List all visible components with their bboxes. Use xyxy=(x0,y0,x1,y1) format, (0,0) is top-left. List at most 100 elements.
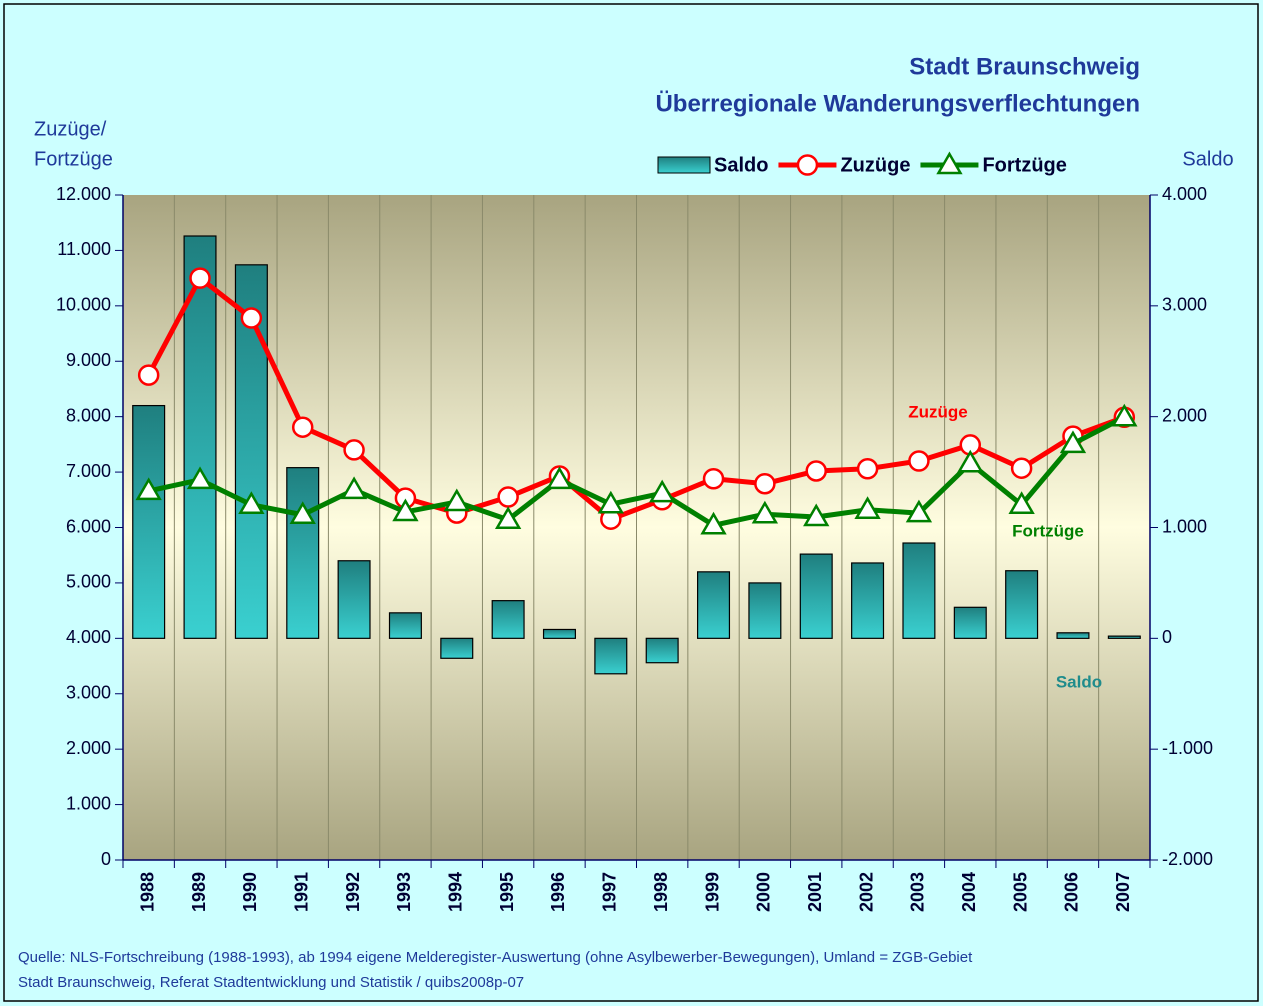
x-tick-label: 2006 xyxy=(1062,872,1082,912)
y-tick-label: 4.000 xyxy=(66,627,111,647)
marker xyxy=(702,467,725,490)
x-tick-label: 2002 xyxy=(856,872,876,912)
bar xyxy=(132,404,166,639)
y-tick-label: 9.000 xyxy=(66,350,111,370)
chart-subtitle: Überregionale Wanderungsverflechtungen xyxy=(655,90,1140,117)
y-tick-label: 1.000 xyxy=(66,793,111,813)
marker xyxy=(597,490,624,514)
marker xyxy=(856,458,879,480)
bar xyxy=(594,637,628,675)
marker xyxy=(905,499,933,523)
y-tick-label: 0 xyxy=(101,849,111,869)
legend-swatch xyxy=(657,156,711,174)
marker xyxy=(1059,430,1087,454)
source-note: Stadt Braunschweig, Referat Stadtentwick… xyxy=(18,974,524,991)
marker xyxy=(238,491,265,515)
marker xyxy=(189,267,211,289)
y-axis-title: Zuzüge/ xyxy=(34,118,107,140)
x-tick-label: 2000 xyxy=(754,872,774,912)
legend-label: Zuzüge xyxy=(840,154,910,176)
marker xyxy=(700,511,727,535)
bar xyxy=(1005,570,1039,639)
bar xyxy=(645,637,679,664)
marker xyxy=(1010,457,1033,479)
marker xyxy=(291,416,314,438)
legend-marker xyxy=(796,154,819,176)
x-tick-label: 1995 xyxy=(497,872,517,912)
y-tick-label: 12.000 xyxy=(56,184,111,204)
y2-tick-label: -2.000 xyxy=(1162,849,1213,869)
y-tick-label: 8.000 xyxy=(66,405,111,425)
y-tick-label: 5.000 xyxy=(66,572,111,592)
chart-title: Stadt Braunschweig xyxy=(909,53,1140,80)
y2-tick-label: 2.000 xyxy=(1162,405,1207,425)
x-tick-label: 2007 xyxy=(1113,872,1133,912)
bar xyxy=(1056,632,1090,639)
y-tick-label: 6.000 xyxy=(66,516,111,536)
x-tick-label: 1999 xyxy=(702,872,722,912)
annotation: Fortzüge xyxy=(1012,521,1084,540)
source-note: Quelle: NLS-Fortschreibung (1988-1993), … xyxy=(18,949,973,966)
bar xyxy=(388,612,422,639)
y2-tick-label: 3.000 xyxy=(1162,295,1207,315)
x-tick-label: 1992 xyxy=(343,872,363,912)
marker xyxy=(186,466,214,490)
x-tick-label: 1991 xyxy=(291,872,311,912)
bar xyxy=(748,582,782,639)
legend-label: Fortzüge xyxy=(982,154,1066,176)
bar xyxy=(799,553,833,639)
marker xyxy=(392,498,419,522)
y2-tick-label: 0 xyxy=(1162,627,1172,647)
x-tick-label: 1997 xyxy=(600,872,620,912)
marker xyxy=(289,501,316,525)
x-tick-label: 1990 xyxy=(240,872,260,912)
x-tick-label: 2001 xyxy=(805,872,825,912)
marker xyxy=(240,307,263,329)
bar xyxy=(337,560,371,639)
marker xyxy=(805,460,827,482)
marker xyxy=(443,488,470,512)
x-tick-label: 2003 xyxy=(908,872,928,912)
y-axis-title: Fortzüge xyxy=(34,148,113,170)
marker xyxy=(649,479,676,503)
x-tick-label: 1994 xyxy=(446,872,466,912)
marker xyxy=(135,477,162,501)
bar xyxy=(953,606,987,639)
y2-tick-label: 4.000 xyxy=(1162,184,1207,204)
x-tick-label: 1988 xyxy=(137,872,157,912)
y-tick-label: 10.000 xyxy=(56,295,111,315)
marker xyxy=(803,503,830,527)
marker xyxy=(546,466,573,490)
marker xyxy=(1008,491,1035,515)
bar xyxy=(542,628,576,639)
bar xyxy=(697,571,731,639)
marker xyxy=(751,500,779,524)
y2-axis-title: Saldo xyxy=(1182,148,1233,170)
y2-tick-label: -1.000 xyxy=(1162,738,1213,758)
bar xyxy=(286,467,320,639)
y-tick-label: 11.000 xyxy=(57,239,111,259)
annotation: Saldo xyxy=(1056,672,1102,691)
bar xyxy=(440,637,474,659)
x-tick-label: 1989 xyxy=(189,872,209,912)
y-tick-label: 2.000 xyxy=(66,738,111,758)
bar xyxy=(851,562,885,639)
x-tick-label: 2005 xyxy=(1010,872,1030,912)
marker xyxy=(854,496,881,520)
bar xyxy=(1107,635,1141,639)
marker xyxy=(497,486,519,508)
marker xyxy=(754,472,776,495)
marker xyxy=(340,476,368,500)
marker xyxy=(343,439,365,461)
marker xyxy=(957,449,984,473)
bar xyxy=(491,600,525,639)
x-tick-label: 1998 xyxy=(651,872,671,912)
marker xyxy=(137,364,160,386)
y-tick-label: 3.000 xyxy=(66,683,111,703)
marker xyxy=(908,450,930,472)
x-tick-label: 1993 xyxy=(394,872,414,912)
y-tick-label: 7.000 xyxy=(66,461,111,481)
x-tick-label: 1996 xyxy=(548,872,568,912)
